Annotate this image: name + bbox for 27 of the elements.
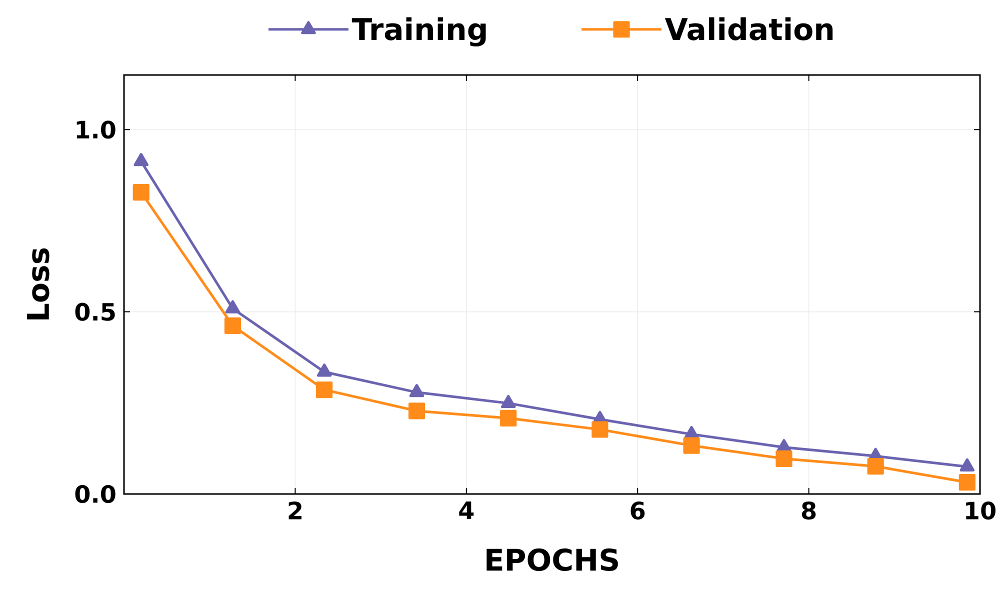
y-tick-label: 1.0 [76,120,116,139]
y-tick-label: 0.5 [75,302,115,321]
point [960,458,975,472]
point [134,153,148,166]
point [500,394,516,408]
point [958,474,976,491]
x-tick-label: 4 [459,502,474,519]
point [500,410,517,426]
x-tick-label: 10 [966,502,996,520]
legend-label: Training [352,17,486,46]
x-tick-label: 6 [630,502,645,520]
point [409,384,424,398]
legend-label: Validation [664,17,833,40]
point [776,450,792,467]
x-tick-label: 8 [802,502,816,520]
y-tick-label: 0.0 [75,484,116,504]
y-axis-title: Loss [27,248,50,320]
point [592,421,608,438]
point [867,458,884,475]
x-axis-title: EPOCHS [486,548,618,572]
point [316,381,333,398]
point [316,364,332,377]
x-tick-label: 2 [288,502,302,520]
point [683,437,700,454]
point [224,317,242,334]
point [225,300,240,314]
point [408,402,426,420]
